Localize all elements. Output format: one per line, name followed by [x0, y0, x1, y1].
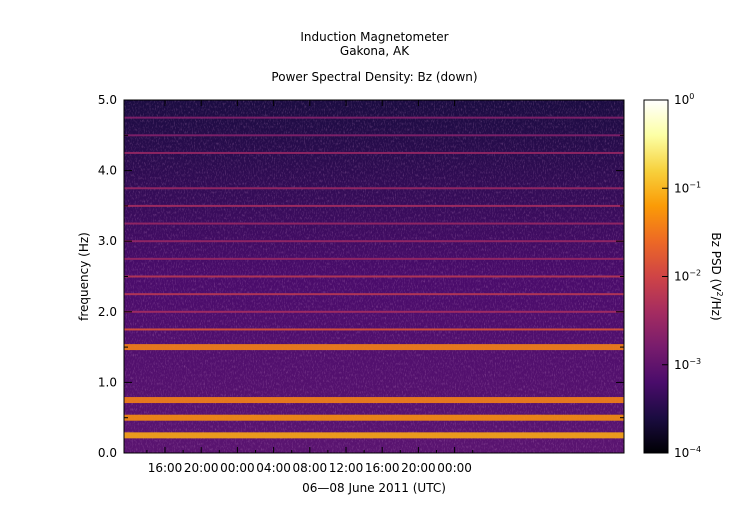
- colorbar: 100 10−1 10−2 10−3 10−4 Bz PSD (V2/Hz): [643, 92, 724, 460]
- x-tick-label: 00:00: [220, 461, 255, 475]
- spectral-line: [124, 397, 624, 404]
- spectral-line: [124, 134, 624, 137]
- colorbar-tick-label: 10−2: [674, 269, 701, 284]
- spectral-line: [124, 204, 624, 207]
- y-tick-label: 1.0: [98, 375, 117, 389]
- spectral-line: [124, 151, 624, 154]
- y-axis-label: frequency (Hz): [77, 232, 91, 321]
- spectral-line: [124, 222, 624, 225]
- spectrogram-plot: [123, 99, 625, 454]
- spectral-line: [124, 328, 624, 331]
- y-tick-label: 5.0: [98, 93, 117, 107]
- y-tick-label: 4.0: [98, 164, 117, 178]
- x-tick-label: 16:00: [365, 461, 400, 475]
- x-tick-label: 16:00: [148, 461, 183, 475]
- y-tick-label: 2.0: [98, 305, 117, 319]
- colorbar-tick-label: 100: [674, 92, 694, 107]
- colorbar-tick-label: 10−1: [674, 180, 701, 195]
- y-axis: 0.0 1.0 2.0 3.0 4.0 5.0: [98, 93, 624, 460]
- x-axis: 16:00 20:00 00:00 04:00 08:00 12:00 16:00 20:00…: [146, 100, 474, 475]
- colorbar-label: Bz PSD (V2/Hz): [709, 232, 724, 320]
- spectral-line: [124, 275, 624, 278]
- spectral-line: [124, 432, 624, 439]
- x-tick-label: 08:00: [293, 461, 328, 475]
- colorbar-tick-label: 10−3: [674, 357, 701, 372]
- x-tick-label: 04:00: [256, 461, 291, 475]
- spectral-line: [124, 240, 624, 243]
- y-tick-label: 0.0: [98, 446, 117, 460]
- x-tick-label: 00:00: [437, 461, 472, 475]
- spectral-lines: [124, 116, 624, 439]
- x-tick-label: 20:00: [401, 461, 436, 475]
- y-tick-label: 3.0: [98, 234, 117, 248]
- colorbar-label-sup: 2: [715, 292, 724, 297]
- x-axis-label: 06—08 June 2011 (UTC): [302, 481, 446, 495]
- spectral-line: [124, 116, 624, 119]
- spectral-line: [124, 310, 624, 313]
- spectral-line: [124, 187, 624, 190]
- colorbar-label-prefix: Bz PSD (V: [709, 232, 723, 292]
- colorbar-tick-label: 10−4: [674, 445, 701, 460]
- chart-title: Power Spectral Density: Bz (down): [271, 70, 478, 84]
- title-station: Gakona, AK: [339, 44, 410, 58]
- colorbar-label-suffix: /Hz): [709, 297, 723, 321]
- spectral-line: [124, 414, 624, 421]
- spectral-line: [124, 344, 624, 351]
- spectral-line: [124, 257, 624, 260]
- title-instrument: Induction Magnetometer: [300, 30, 449, 44]
- spectral-line: [124, 293, 624, 296]
- colorbar-ticks: 100 10−1 10−2 10−3 10−4: [662, 92, 701, 460]
- x-tick-label: 20:00: [184, 461, 219, 475]
- x-tick-label: 12:00: [329, 461, 364, 475]
